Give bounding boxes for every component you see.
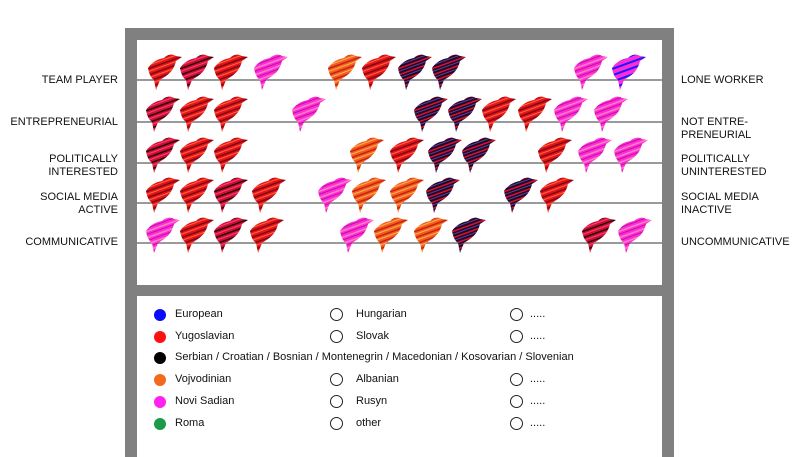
bird-icon bbox=[214, 96, 248, 132]
legend-label: Vojvodinian bbox=[175, 373, 232, 385]
bird-icon bbox=[578, 137, 612, 173]
bird-icon bbox=[146, 177, 180, 213]
bird-icon bbox=[214, 177, 248, 213]
bird-icon bbox=[362, 54, 396, 90]
bird-icon bbox=[180, 177, 214, 213]
bird-icon bbox=[462, 137, 496, 173]
bird-icon bbox=[318, 177, 352, 213]
bird-icon bbox=[390, 137, 424, 173]
legend-option-label: Hungarian bbox=[356, 308, 407, 320]
bird-icon bbox=[352, 177, 386, 213]
bird-icon bbox=[250, 217, 284, 253]
scale-rail bbox=[137, 121, 662, 123]
legend-option-label: other bbox=[356, 417, 382, 429]
legend-option-label: ..... bbox=[530, 417, 546, 429]
legend-color-dot bbox=[154, 309, 166, 321]
bird-icon bbox=[538, 137, 572, 173]
bird-icon bbox=[594, 96, 628, 132]
radio-option[interactable] bbox=[330, 330, 343, 343]
bird-icon bbox=[398, 54, 432, 90]
birds-layer bbox=[146, 54, 652, 253]
bird-icon bbox=[148, 54, 182, 90]
bird-icon bbox=[180, 217, 214, 253]
bird-icon bbox=[482, 96, 516, 132]
legend-color-dot bbox=[154, 331, 166, 343]
bird-icon bbox=[390, 177, 424, 213]
legend-label: Novi Sadian bbox=[175, 395, 235, 407]
legend-option-label: Slovak bbox=[356, 330, 390, 342]
bird-icon bbox=[554, 96, 588, 132]
bird-icon bbox=[414, 217, 448, 253]
bird-icon bbox=[340, 217, 374, 253]
bird-icon bbox=[612, 54, 646, 90]
scale-rail bbox=[137, 79, 662, 81]
scale-left-label: COMMUNICATIVE bbox=[25, 236, 118, 248]
bird-icon bbox=[214, 137, 248, 173]
bird-icon bbox=[374, 217, 408, 253]
bird-icon bbox=[292, 96, 326, 132]
bird-icon bbox=[214, 54, 248, 90]
scale-left-label: POLITICALLY INTERESTED bbox=[48, 153, 118, 178]
radio-option[interactable] bbox=[510, 330, 523, 343]
scale-left-label: TEAM PLAYER bbox=[41, 74, 118, 86]
bird-icon bbox=[214, 217, 248, 253]
legend-color-dot bbox=[154, 418, 166, 430]
bird-icon bbox=[252, 177, 286, 213]
legend-label: Serbian / Croatian / Bosnian / Montenegr… bbox=[175, 351, 574, 363]
scale-right-label: UNCOMMUNICATIVE bbox=[681, 236, 790, 248]
bird-icon bbox=[146, 96, 180, 132]
legend-panel bbox=[137, 296, 662, 457]
bird-icon bbox=[618, 217, 652, 253]
bird-icon bbox=[350, 137, 384, 173]
legend-option-label: ..... bbox=[530, 330, 546, 342]
legend-color-dot bbox=[154, 352, 166, 364]
legend-color-dot bbox=[154, 396, 166, 408]
legend-label: Roma bbox=[175, 417, 205, 429]
bird-icon bbox=[582, 217, 616, 253]
bird-icon bbox=[540, 177, 574, 213]
bird-icon bbox=[254, 54, 288, 90]
legend-option-label: Rusyn bbox=[356, 395, 388, 407]
legend-option-label: ..... bbox=[530, 308, 546, 320]
bird-icon bbox=[574, 54, 608, 90]
scale-right-label: POLITICALLY UNINTERESTED bbox=[681, 153, 767, 178]
legend-label: European bbox=[175, 308, 223, 320]
radio-option[interactable] bbox=[510, 373, 523, 386]
scale-right-label: NOT ENTRE- PRENEURIAL bbox=[681, 116, 752, 141]
legend-option-label: Albanian bbox=[356, 373, 399, 385]
legend-option-label: ..... bbox=[530, 373, 546, 385]
radio-option[interactable] bbox=[330, 395, 343, 408]
scale-rail bbox=[137, 242, 662, 244]
bird-icon bbox=[328, 54, 362, 90]
bird-icon bbox=[426, 177, 460, 213]
radio-option[interactable] bbox=[510, 417, 523, 430]
bird-icon bbox=[146, 217, 180, 253]
bird-icon bbox=[448, 96, 482, 132]
radio-option[interactable] bbox=[330, 373, 343, 386]
bird-icon bbox=[504, 177, 538, 213]
bird-icon bbox=[180, 137, 214, 173]
legend-label: Yugoslavian bbox=[175, 330, 235, 342]
bird-icon bbox=[146, 137, 180, 173]
legend-option-label: ..... bbox=[530, 395, 546, 407]
bird-icon bbox=[614, 137, 648, 173]
radio-option[interactable] bbox=[510, 395, 523, 408]
scale-right-label: SOCIAL MEDIA INACTIVE bbox=[681, 191, 759, 216]
radio-option[interactable] bbox=[330, 417, 343, 430]
bird-icon bbox=[452, 217, 486, 253]
bird-icon bbox=[518, 96, 552, 132]
bird-icon bbox=[180, 54, 214, 90]
legend-color-dot bbox=[154, 374, 166, 386]
bird-icon bbox=[432, 54, 466, 90]
bird-icon bbox=[414, 96, 448, 132]
bird-icon bbox=[428, 137, 462, 173]
scale-left-label: SOCIAL MEDIA ACTIVE bbox=[40, 191, 118, 216]
scale-left-label: ENTREPRENEURIAL bbox=[10, 116, 118, 128]
radio-option[interactable] bbox=[510, 308, 523, 321]
radio-option[interactable] bbox=[330, 308, 343, 321]
scale-right-label: LONE WORKER bbox=[681, 74, 764, 86]
bird-icon bbox=[180, 96, 214, 132]
